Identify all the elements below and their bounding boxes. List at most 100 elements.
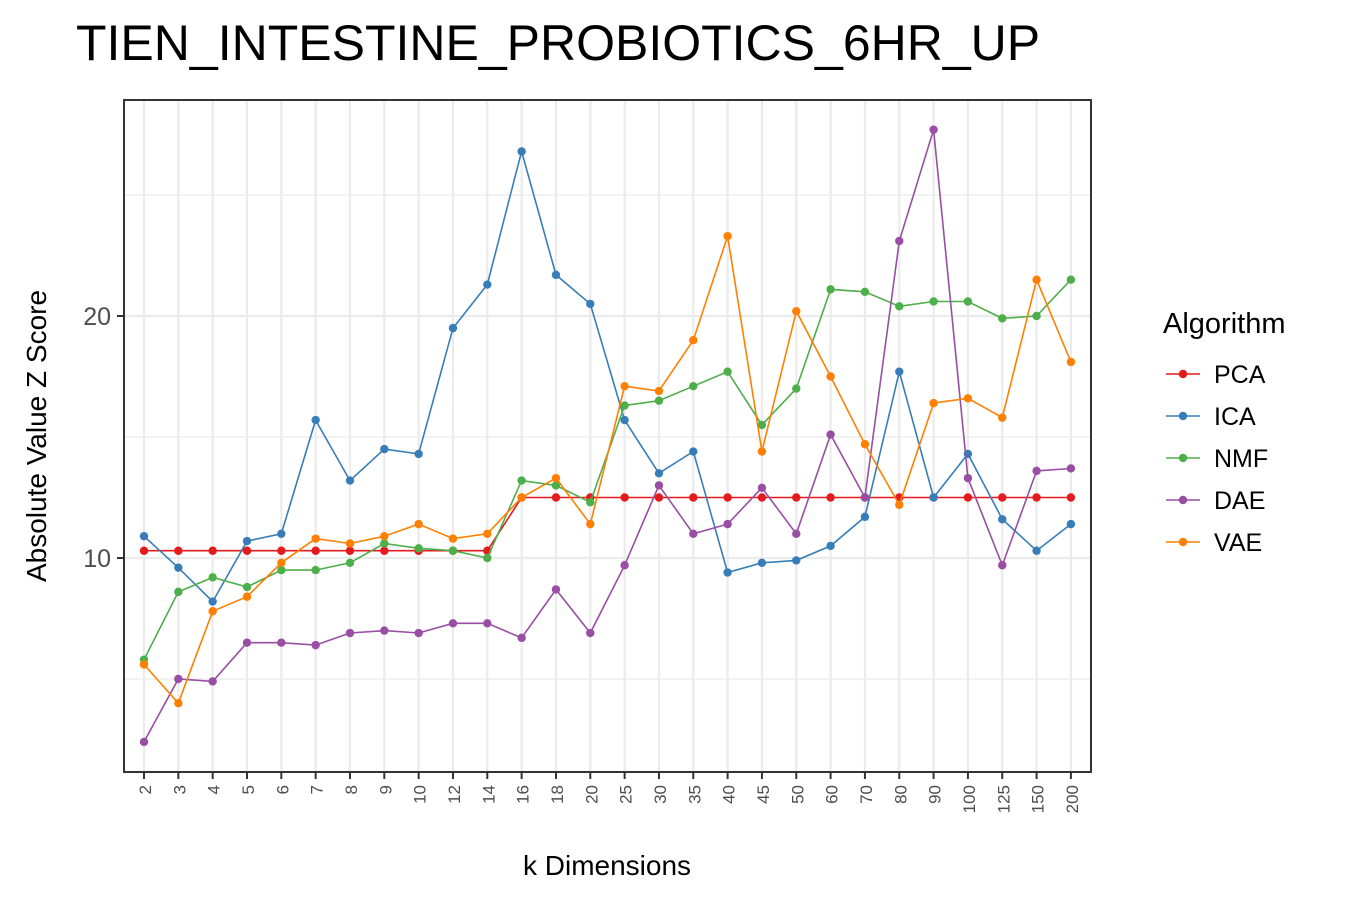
legend-point (1178, 453, 1188, 463)
x-tick-label: 35 (685, 785, 704, 804)
data-point (586, 299, 595, 309)
data-point (277, 546, 286, 555)
data-point (174, 563, 183, 572)
x-tick-label: 30 (651, 785, 670, 804)
x-tick-label: 20 (582, 785, 601, 804)
data-point (620, 381, 629, 391)
data-point (826, 430, 835, 439)
series-nmf (139, 275, 1076, 664)
data-point (757, 447, 767, 456)
data-point (1032, 311, 1041, 321)
data-point (860, 440, 870, 449)
series-line (144, 496, 1071, 552)
data-point (345, 539, 355, 548)
data-point (963, 297, 973, 306)
data-point (345, 628, 355, 638)
data-point (345, 476, 355, 485)
data-point (654, 386, 664, 396)
legend-label: DAE (1214, 487, 1265, 515)
y-tick-label: 20 (83, 303, 111, 331)
x-tick-label: 9 (376, 785, 395, 794)
legend-item-nmf: NMF (1166, 445, 1268, 473)
data-point (757, 493, 767, 502)
data-point (1032, 466, 1041, 476)
data-point (895, 500, 904, 509)
data-point (998, 561, 1007, 570)
data-point (311, 640, 320, 650)
data-point (895, 236, 904, 246)
data-point (757, 483, 767, 493)
x-tick-label: 14 (479, 785, 498, 804)
data-point (654, 493, 664, 502)
data-point (242, 638, 252, 647)
data-point (277, 529, 286, 538)
data-point (139, 737, 149, 747)
x-tick-label: 45 (754, 785, 773, 804)
x-tick-label: 8 (342, 785, 361, 794)
data-point (689, 529, 698, 538)
x-tick-label: 80 (891, 785, 910, 804)
x-tick-label: 16 (514, 785, 533, 804)
data-point (517, 476, 526, 485)
data-point (826, 372, 835, 381)
x-tick-label: 50 (788, 785, 807, 804)
data-point (483, 529, 492, 538)
data-point (380, 626, 389, 635)
data-point (757, 558, 767, 568)
data-point (1066, 357, 1076, 367)
data-point (139, 532, 149, 541)
data-point (620, 561, 629, 570)
data-point (174, 674, 183, 684)
data-point (483, 553, 492, 563)
data-point (586, 519, 595, 529)
data-point (1066, 464, 1076, 473)
data-point (963, 473, 973, 483)
data-point (998, 413, 1007, 422)
data-point (723, 367, 732, 376)
data-point (723, 519, 732, 529)
x-tick-label: 18 (548, 785, 567, 804)
x-tick-label: 25 (617, 785, 636, 804)
data-point (689, 493, 698, 502)
data-point (723, 493, 732, 502)
data-point (174, 699, 183, 708)
data-point (998, 493, 1007, 502)
data-point (654, 469, 664, 478)
x-tick-label: 3 (170, 785, 189, 794)
data-point (1066, 493, 1076, 502)
data-point (448, 534, 458, 543)
data-point (517, 147, 526, 156)
data-point (551, 481, 561, 490)
data-point (277, 565, 286, 575)
data-point (792, 306, 801, 316)
legend-item-ica: ICA (1166, 403, 1256, 431)
data-point (929, 125, 938, 134)
data-point (998, 515, 1007, 524)
data-point (551, 473, 561, 483)
data-point (414, 544, 423, 553)
data-point (1066, 275, 1076, 284)
y-axis-title: Absolute Value Z Score (21, 290, 52, 582)
data-point (895, 302, 904, 311)
data-point (483, 619, 492, 628)
legend-label: NMF (1214, 445, 1268, 473)
x-tick-label: 10 (411, 785, 430, 804)
data-point (277, 558, 286, 568)
series-dae (139, 125, 1076, 747)
legend-point (1178, 495, 1188, 505)
data-point (792, 384, 801, 393)
data-point (654, 396, 664, 405)
data-point (860, 493, 870, 502)
data-point (448, 323, 458, 333)
data-point (620, 415, 629, 425)
legend-item-pca: PCA (1166, 361, 1266, 389)
x-tick-label: 2 (136, 785, 155, 794)
data-point (311, 534, 320, 543)
data-point (208, 546, 217, 555)
data-point (551, 585, 561, 594)
data-point (208, 607, 217, 616)
data-point (689, 336, 698, 345)
legend-point (1178, 537, 1188, 547)
